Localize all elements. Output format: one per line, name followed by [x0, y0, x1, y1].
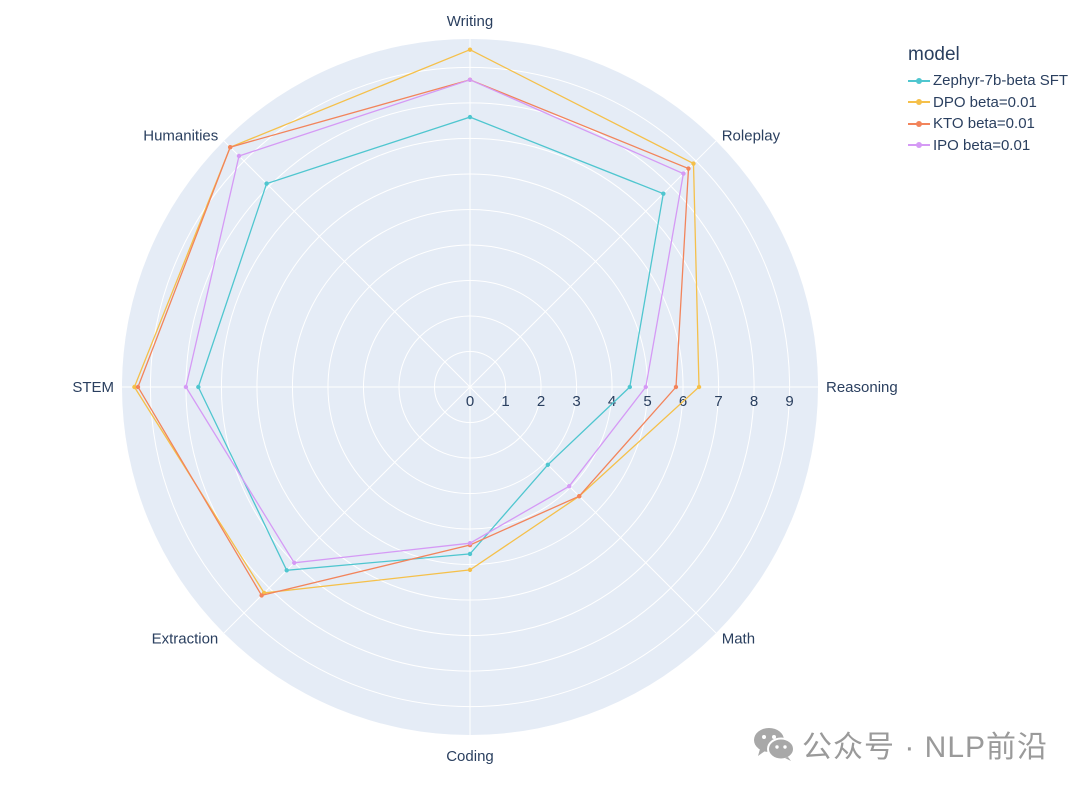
- angular-category-labels: Writing Roleplay Reasoning Math Coding Extrac…: [72, 13, 897, 765]
- series-point: [661, 191, 666, 196]
- legend-label: DPO beta=0.01: [933, 93, 1037, 111]
- series-point: [577, 494, 582, 499]
- series-point: [183, 384, 189, 390]
- series-point: [467, 114, 473, 120]
- category-label: Extraction: [152, 631, 219, 648]
- series-point: [696, 384, 702, 390]
- series-point: [566, 483, 572, 489]
- series-point: [691, 161, 696, 166]
- legend-item[interactable]: Zephyr-7b-beta SFT: [908, 70, 1068, 92]
- watermark: 公众号 · NLP前沿: [752, 722, 1048, 766]
- legend-swatch: [908, 140, 930, 150]
- series-point: [545, 462, 551, 468]
- series-point: [467, 77, 473, 83]
- radial-tick-label: 5: [643, 393, 651, 410]
- watermark-text: 公众号 · NLP前沿: [802, 731, 1049, 764]
- legend-swatch: [908, 97, 930, 107]
- series-point: [284, 568, 289, 573]
- legend-title: model: [908, 44, 960, 65]
- series-0: [196, 114, 666, 573]
- series-point: [673, 384, 679, 390]
- series-point: [264, 181, 269, 186]
- legend-item[interactable]: IPO beta=0.01: [908, 135, 1068, 157]
- polar-grid: [122, 39, 818, 735]
- legend-label: KTO beta=0.01: [933, 115, 1035, 133]
- radial-tick-label: 7: [714, 393, 722, 410]
- series-3: [183, 77, 686, 565]
- legend-item[interactable]: KTO beta=0.01: [908, 113, 1068, 135]
- series-traces: [132, 47, 702, 598]
- legend-swatch: [908, 119, 930, 129]
- series-point: [292, 560, 297, 565]
- category-label: Writing: [447, 13, 493, 30]
- category-label: Coding: [446, 748, 494, 765]
- series-point: [467, 567, 473, 573]
- series-point: [132, 384, 137, 390]
- series-point: [681, 171, 686, 176]
- series-point: [643, 384, 648, 390]
- legend: model Zephyr-7b-beta SFT DPO beta=0.01 KTO…: [908, 44, 1068, 156]
- angular-gridline: [223, 140, 471, 388]
- series-point: [259, 593, 264, 598]
- series-point: [236, 153, 242, 159]
- series-point: [686, 166, 691, 171]
- category-label: Humanities: [143, 127, 218, 144]
- series-point: [627, 384, 632, 390]
- wechat-icon: [754, 728, 795, 761]
- radial-tick-label: 4: [608, 393, 616, 410]
- radial-tick-label: 1: [501, 393, 509, 410]
- angular-gridline: [469, 386, 717, 634]
- radial-tick-label: 9: [785, 393, 793, 410]
- legend-label: Zephyr-7b-beta SFT: [933, 72, 1069, 90]
- series-point: [135, 384, 141, 390]
- series-point: [467, 551, 473, 557]
- legend-label: IPO beta=0.01: [933, 136, 1031, 154]
- radial-tick-label: 0: [466, 393, 474, 410]
- series-point: [228, 145, 233, 150]
- radial-tick-label: 3: [572, 393, 580, 410]
- category-label: STEM: [72, 379, 114, 396]
- legend-swatch: [908, 76, 930, 86]
- category-label: Math: [722, 631, 755, 648]
- series-point: [467, 541, 473, 546]
- radial-tick-label: 2: [537, 393, 545, 410]
- angular-gridline: [469, 140, 717, 388]
- legend-item[interactable]: DPO beta=0.01: [908, 92, 1068, 114]
- category-label: Roleplay: [722, 127, 781, 144]
- category-label: Reasoning: [826, 379, 898, 396]
- series-point: [196, 384, 201, 390]
- radial-tick-label: 8: [750, 393, 758, 410]
- series-point: [467, 47, 473, 52]
